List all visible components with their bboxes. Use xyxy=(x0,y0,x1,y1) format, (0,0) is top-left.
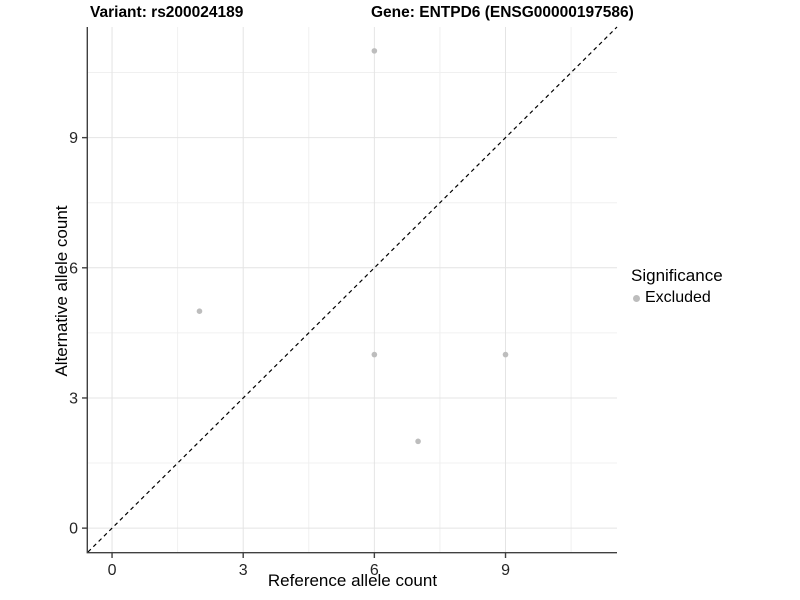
data-point xyxy=(415,438,421,445)
variant-title: Variant: rs200024189 xyxy=(90,4,244,21)
gene-title: Gene: ENTPD6 (ENSG00000197586) xyxy=(371,4,634,21)
y-tick-label: 6 xyxy=(69,260,78,277)
y-axis-title: Alternative allele count xyxy=(52,205,71,377)
x-tick-label: 9 xyxy=(501,562,510,579)
legend-item-excluded: Excluded xyxy=(631,289,723,307)
x-tick-label: 3 xyxy=(239,562,248,579)
y-tick-label: 9 xyxy=(69,130,78,147)
y-tick-label: 0 xyxy=(69,521,78,538)
data-point xyxy=(196,308,203,314)
legend-item-label: Excluded xyxy=(645,289,711,306)
x-axis-title: Reference allele count xyxy=(267,571,438,590)
x-tick-label: 6 xyxy=(370,562,379,579)
excluded-point-icon xyxy=(633,294,640,302)
legend: Significance Excluded xyxy=(631,266,723,307)
data-point xyxy=(502,351,509,358)
x-tick-label: 0 xyxy=(108,562,117,579)
identity-dashed-line xyxy=(87,26,618,553)
data-point xyxy=(371,351,378,358)
data-point xyxy=(371,48,378,54)
legend-title: Significance xyxy=(631,266,723,285)
y-tick-label: 3 xyxy=(69,390,78,407)
